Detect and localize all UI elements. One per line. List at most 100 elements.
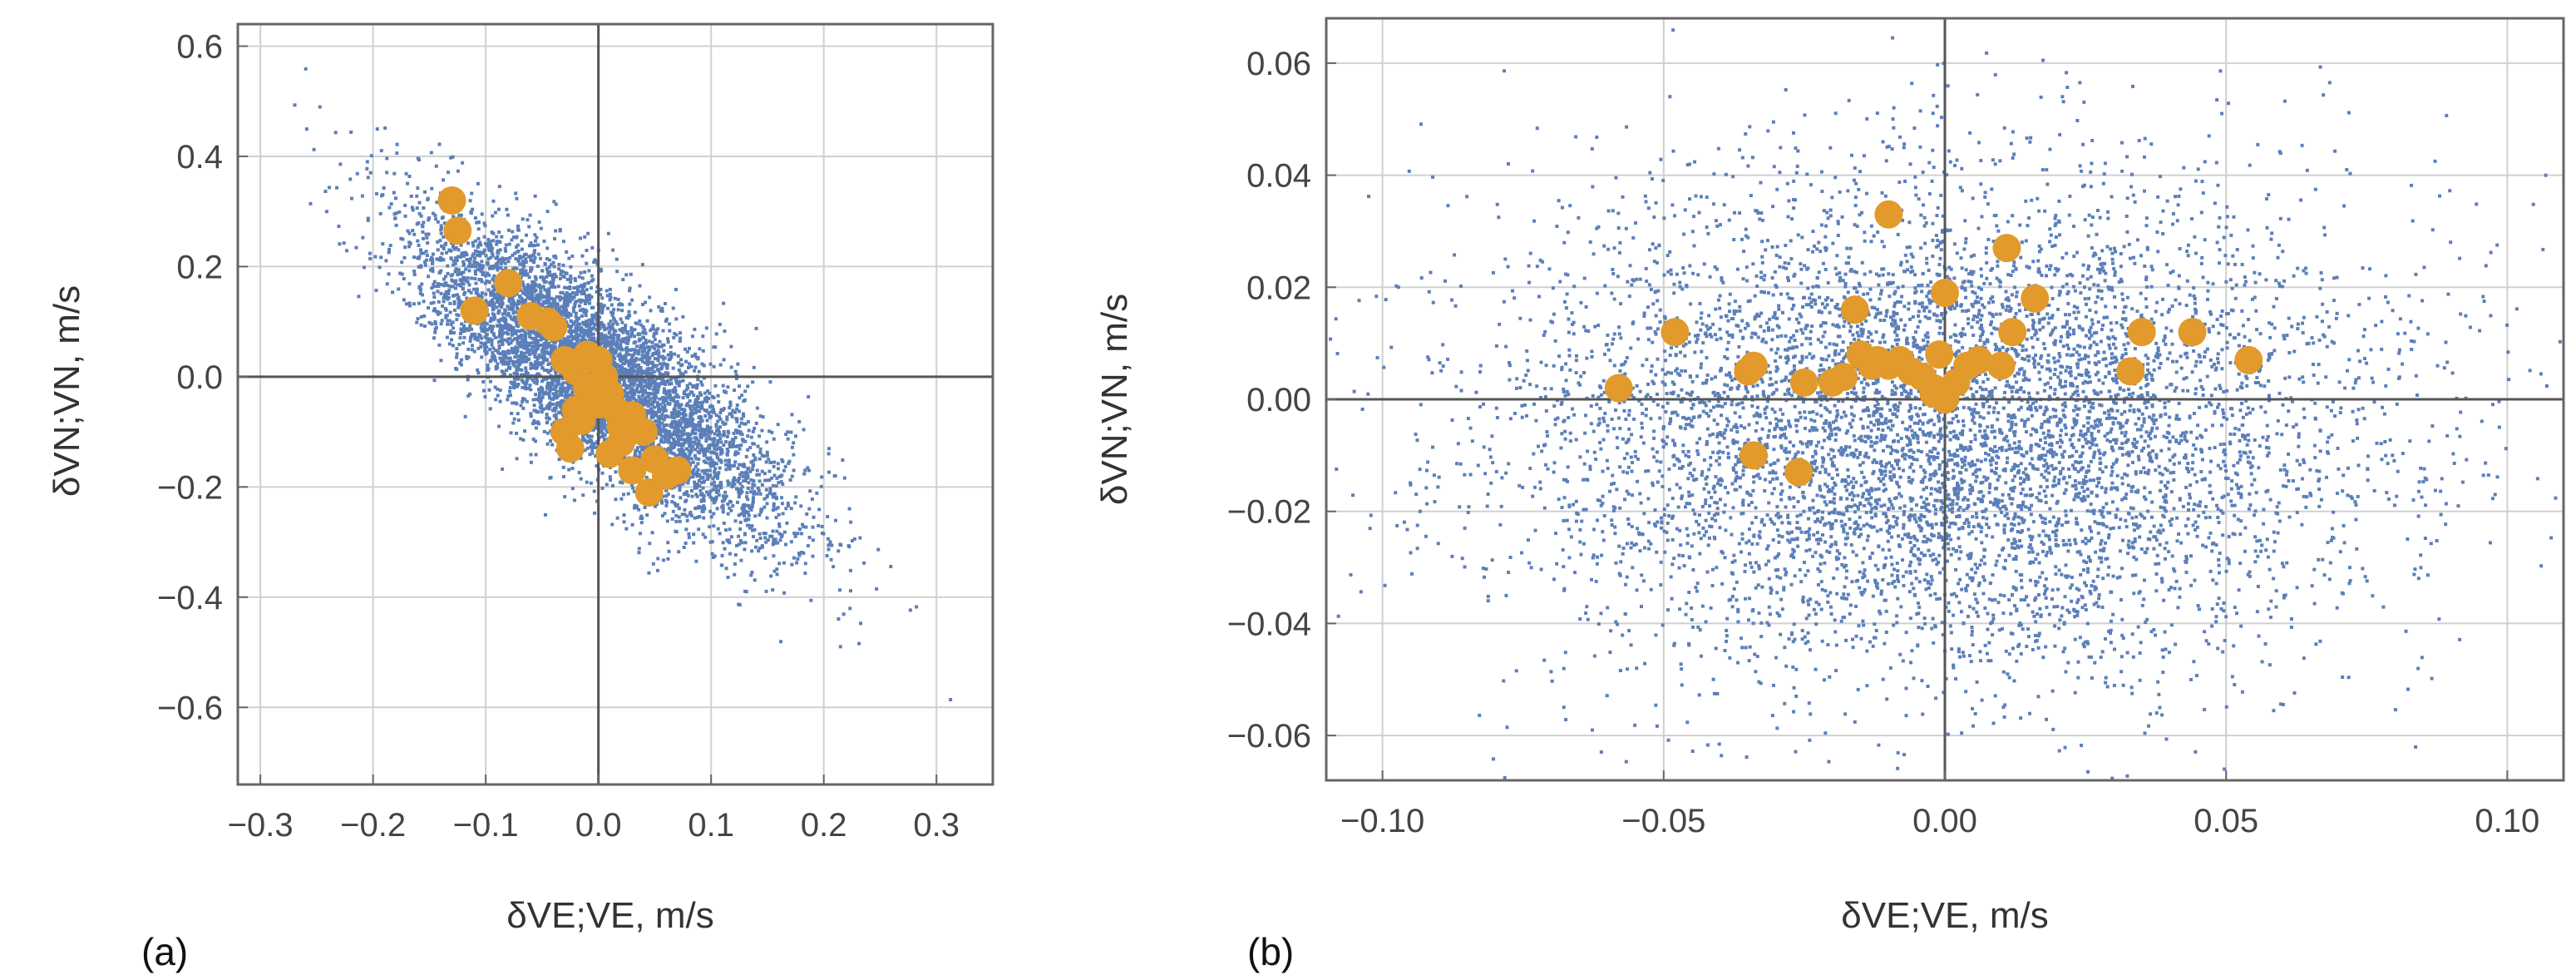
cloud-point <box>659 382 663 386</box>
cloud-point <box>679 371 683 375</box>
cloud-point <box>516 299 521 303</box>
cloud-point <box>511 401 515 405</box>
cloud-point <box>482 389 486 393</box>
cloud-point <box>563 285 567 290</box>
cloud-point <box>496 261 500 265</box>
cloud-point <box>737 513 741 517</box>
cloud-point <box>634 321 638 325</box>
cloud-point <box>575 288 580 292</box>
cloud-point <box>570 467 575 471</box>
cloud-point <box>671 437 675 441</box>
cloud-point <box>483 281 487 285</box>
cloud-point <box>677 409 681 413</box>
cloud-point <box>565 250 569 254</box>
cloud-point <box>442 221 447 225</box>
cloud-point <box>455 313 459 317</box>
cloud-point <box>585 441 590 445</box>
cloud-point <box>739 512 743 516</box>
cloud-point <box>641 303 645 307</box>
cloud-point <box>705 399 709 403</box>
cloud-point <box>469 336 473 340</box>
cloud-point <box>480 280 484 284</box>
cloud-point <box>723 329 727 334</box>
cloud-point <box>558 403 562 408</box>
cloud-point <box>542 429 546 433</box>
cloud-point <box>452 308 456 312</box>
cloud-point <box>529 453 533 457</box>
cloud-point <box>458 336 462 340</box>
cloud-point <box>494 398 498 402</box>
cloud-point <box>488 319 492 324</box>
cloud-point <box>750 570 754 574</box>
cloud-point <box>536 362 540 366</box>
cloud-point <box>477 333 481 337</box>
cloud-point <box>664 399 669 403</box>
cloud-point <box>743 513 747 517</box>
cloud-point <box>915 605 919 609</box>
cloud-point <box>517 257 521 261</box>
cloud-point <box>516 341 520 345</box>
cloud-point <box>524 290 528 294</box>
cloud-point <box>527 331 531 335</box>
cloud-point <box>723 547 727 551</box>
cloud-point <box>619 497 624 501</box>
cloud-point <box>575 335 580 339</box>
cloud-point <box>338 242 342 246</box>
cloud-point <box>442 178 446 182</box>
cloud-point <box>639 379 643 383</box>
cloud-point <box>633 503 637 507</box>
cloud-point <box>588 294 592 299</box>
cloud-point <box>704 439 708 443</box>
cloud-point <box>567 256 571 260</box>
cloud-point <box>561 270 565 274</box>
cloud-point <box>740 541 744 545</box>
cloud-point <box>527 244 531 248</box>
cloud-point <box>469 290 473 294</box>
cloud-point <box>530 344 535 349</box>
cloud-point <box>615 516 619 520</box>
cloud-point <box>699 444 703 448</box>
cloud-point <box>709 515 713 519</box>
cloud-point <box>660 513 664 517</box>
cloud-point <box>776 462 780 466</box>
cloud-point <box>663 387 667 391</box>
cloud-point <box>540 295 545 299</box>
cloud-point <box>501 317 505 321</box>
cloud-point <box>640 385 644 389</box>
cloud-point <box>695 515 699 519</box>
cloud-point <box>617 334 621 338</box>
cloud-point <box>689 488 693 492</box>
cloud-point <box>471 240 475 245</box>
cloud-point <box>456 273 460 277</box>
cloud-point <box>349 130 353 134</box>
cloud-point <box>587 269 591 273</box>
cloud-point <box>624 359 629 364</box>
cloud-point <box>721 494 725 498</box>
cloud-point <box>709 482 713 486</box>
cloud-point <box>685 402 689 406</box>
cloud-point <box>766 538 770 542</box>
cloud-point <box>684 393 688 397</box>
cloud-point <box>753 489 757 493</box>
cloud-point <box>392 191 396 195</box>
cloud-point <box>304 127 308 131</box>
cloud-point <box>442 246 446 250</box>
cloud-point <box>782 591 787 595</box>
cloud-point <box>634 356 639 360</box>
cloud-point <box>490 338 494 342</box>
cloud-point <box>792 531 797 535</box>
cloud-point <box>478 264 482 268</box>
cloud-point <box>529 366 533 370</box>
cloud-point <box>804 525 808 529</box>
cloud-point <box>476 368 480 372</box>
cloud-point <box>738 424 742 428</box>
cloud-point <box>476 181 480 186</box>
cloud-point <box>758 532 762 536</box>
cloud-point <box>726 449 730 453</box>
cloud-point <box>667 549 671 553</box>
cloud-point <box>668 329 672 333</box>
cloud-point <box>550 273 555 277</box>
cloud-point <box>635 344 639 349</box>
cloud-point <box>752 365 756 369</box>
cloud-point <box>691 425 695 429</box>
